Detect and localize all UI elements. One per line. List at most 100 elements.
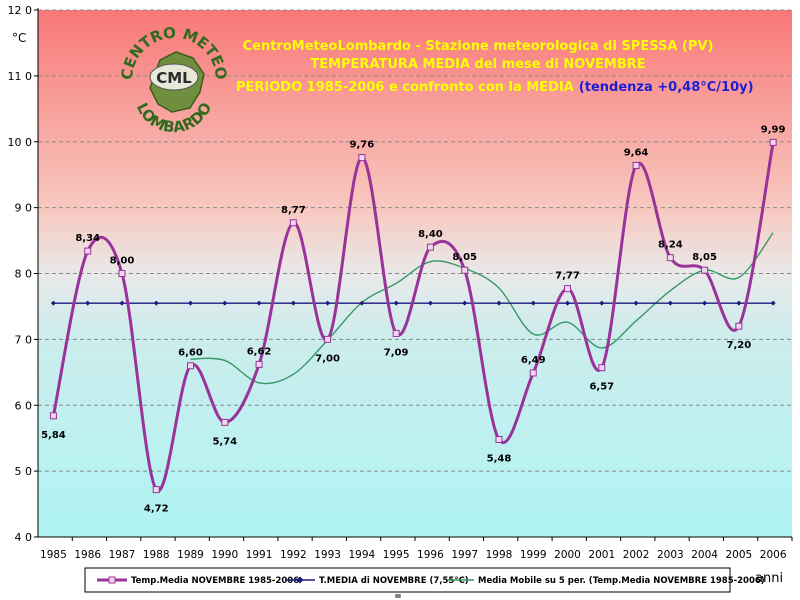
x-tick-label: 1988 xyxy=(143,549,170,561)
data-label: 6,49 xyxy=(521,355,546,366)
data-label: 8,05 xyxy=(452,252,477,263)
y-tick-label: 9 0 xyxy=(15,202,33,215)
data-label: 7,20 xyxy=(727,340,752,351)
x-tick-label: 1989 xyxy=(177,549,204,561)
temp-point xyxy=(769,138,777,146)
media-point xyxy=(770,300,776,306)
data-label: 5,74 xyxy=(212,436,237,447)
media-point xyxy=(85,300,91,306)
data-label: 9,64 xyxy=(624,147,649,158)
media-point xyxy=(256,300,262,306)
x-tick-label: 1995 xyxy=(383,549,410,561)
y-tick-labels: 4 0 5 0 6 0 7 0 8 0 9 0 10 0 11 0 12 0 xyxy=(8,4,38,544)
media-point xyxy=(325,300,331,306)
x-tick-label: 2006 xyxy=(760,549,787,561)
data-label: 9,99 xyxy=(761,124,786,135)
y-tick-label: 4 0 xyxy=(15,531,33,544)
data-label: 6,60 xyxy=(178,348,203,359)
media-point xyxy=(222,300,228,306)
media-point xyxy=(188,300,194,306)
media-point xyxy=(50,300,56,306)
data-label: 8,00 xyxy=(110,256,135,267)
temp-point xyxy=(255,360,263,368)
temp-point xyxy=(495,436,503,444)
chart-title-line-2: TEMPERATURA MEDIA del mese di NOVEMBRE xyxy=(310,57,645,72)
data-label: 7,00 xyxy=(315,353,340,364)
temp-point xyxy=(84,247,92,255)
x-tick-label: 2001 xyxy=(588,549,615,561)
x-tick-label: 2005 xyxy=(726,549,753,561)
temp-point xyxy=(221,418,229,426)
x-tick-label: 2004 xyxy=(691,549,718,561)
x-axis-label: anni xyxy=(755,571,783,586)
trend-note: (tendenza +0,48°C/10y) xyxy=(579,80,754,95)
temp-point xyxy=(598,364,606,372)
data-label: 8,77 xyxy=(281,205,306,216)
media-point xyxy=(290,300,296,306)
x-tick-labels: 1985 1986 1987 1988 1989 1990 1991 1992 1993 1994… xyxy=(40,537,793,561)
media-point xyxy=(565,300,571,306)
y-tick-label: 10 0 xyxy=(8,136,33,149)
logo-badge xyxy=(149,63,199,91)
x-tick-label: 2002 xyxy=(623,549,650,561)
data-label: 7,77 xyxy=(555,271,580,282)
media-point xyxy=(119,300,125,306)
data-label: 8,34 xyxy=(75,233,100,244)
data-label: 6,57 xyxy=(589,382,614,393)
x-tick-label: 1998 xyxy=(486,549,513,561)
temp-point xyxy=(735,322,743,330)
data-label: 5,48 xyxy=(487,454,512,465)
media-point xyxy=(633,300,639,306)
x-tick-label: 2000 xyxy=(554,549,581,561)
temp-point xyxy=(564,285,572,293)
media-point xyxy=(736,300,742,306)
y-tick-label: 8 0 xyxy=(15,268,33,281)
legend-marker-temp xyxy=(108,576,116,584)
chart-title-line-3: PERIODO 1985-2006 e confronto con la MED… xyxy=(236,80,754,95)
y-tick-label: 6 0 xyxy=(15,399,33,412)
y-tick-label: 11 0 xyxy=(8,70,33,83)
series-line-media-mobile xyxy=(190,232,774,385)
x-tick-label: 1985 xyxy=(40,549,67,561)
x-tick-label: 1999 xyxy=(520,549,547,561)
x-tick-label: 1994 xyxy=(349,549,376,561)
x-tick-label: 1991 xyxy=(246,549,273,561)
media-point xyxy=(599,300,605,306)
legend-label-media: T.MEDIA di NOVEMBRE (7,55°C) xyxy=(319,576,469,586)
media-point xyxy=(667,300,673,306)
temp-point xyxy=(426,243,434,251)
x-tick-label: 1992 xyxy=(280,549,307,561)
x-tick-label: 1990 xyxy=(211,549,238,561)
x-tick-label: 1993 xyxy=(314,549,341,561)
data-label: 8,24 xyxy=(658,240,683,251)
legend-box xyxy=(84,567,731,593)
x-tick-label: 1997 xyxy=(451,549,478,561)
media-point xyxy=(359,300,365,306)
temp-point xyxy=(187,362,195,370)
x-tick-label: 1996 xyxy=(417,549,444,561)
legend-marker-media xyxy=(296,576,304,584)
logo-center-text: CML xyxy=(156,69,192,87)
data-label: 4,72 xyxy=(144,504,169,515)
y-axis-label: °C xyxy=(12,31,26,45)
media-point xyxy=(393,300,399,306)
temp-point xyxy=(666,254,674,262)
temp-point xyxy=(529,369,537,377)
temp-point xyxy=(392,329,400,337)
chart-title-line-1: CentroMeteoLombardo - Stazione meteorolo… xyxy=(243,39,714,54)
x-tick-label: 1986 xyxy=(74,549,101,561)
temp-point xyxy=(701,266,709,274)
temp-point xyxy=(289,219,297,227)
legend-marker-note: = xyxy=(394,592,402,600)
legend: Temp.Media NOVEMBRE 1985-2006 T.MEDIA di… xyxy=(84,567,765,600)
data-label: 9,76 xyxy=(350,140,375,151)
media-point xyxy=(153,300,159,306)
media-point xyxy=(496,300,502,306)
temp-point xyxy=(118,270,126,277)
series-group: 5,84 8,34 8,00 4,72 6,60 5,74 6,62 8,77 7,00 9,76… xyxy=(41,124,785,514)
x-tick-label: 2003 xyxy=(657,549,684,561)
x-tick-label: 1987 xyxy=(109,549,136,561)
media-point xyxy=(702,300,708,306)
temp-point xyxy=(152,486,160,494)
